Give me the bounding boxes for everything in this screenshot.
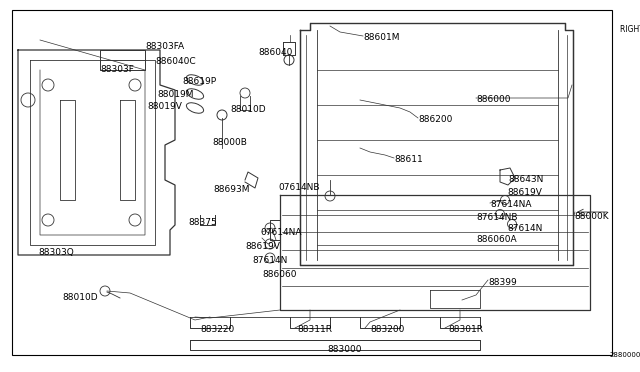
Text: 88000B: 88000B	[212, 138, 247, 147]
Text: 88693M: 88693M	[213, 185, 250, 194]
Text: 87614N: 87614N	[252, 256, 287, 265]
Text: 88019V: 88019V	[147, 102, 182, 111]
Text: 88399: 88399	[488, 278, 516, 287]
Text: 886040: 886040	[258, 48, 292, 57]
Text: 886040C: 886040C	[155, 57, 196, 66]
Text: 07614NA: 07614NA	[260, 228, 301, 237]
Text: 88619V: 88619V	[245, 242, 280, 251]
Text: 883000: 883000	[327, 345, 362, 354]
Text: 88601M: 88601M	[363, 33, 399, 42]
Text: 88303Q: 88303Q	[38, 248, 74, 257]
Text: 88000K: 88000K	[574, 212, 609, 221]
Text: 886000: 886000	[476, 95, 511, 104]
Text: 07614NB: 07614NB	[278, 183, 320, 192]
Text: 88019M: 88019M	[157, 90, 193, 99]
Text: 88643N: 88643N	[508, 175, 543, 184]
Text: 88303F: 88303F	[100, 65, 134, 74]
Text: 88619V: 88619V	[507, 188, 542, 197]
Text: 886200: 886200	[418, 115, 452, 124]
Text: 886060: 886060	[262, 270, 296, 279]
Text: 88301R: 88301R	[448, 325, 483, 334]
Text: 88619P: 88619P	[182, 77, 216, 86]
Text: 88010D: 88010D	[230, 105, 266, 114]
Text: 88010D: 88010D	[62, 293, 98, 302]
Text: 88375: 88375	[188, 218, 217, 227]
Text: 87614NB: 87614NB	[476, 213, 518, 222]
Text: RIGHT HAND ONLY: RIGHT HAND ONLY	[620, 25, 640, 34]
Text: 883200: 883200	[370, 325, 404, 334]
Text: 883220: 883220	[200, 325, 234, 334]
Text: 88311R: 88311R	[297, 325, 332, 334]
Text: 87614N: 87614N	[507, 224, 542, 233]
Text: 88303FA: 88303FA	[145, 42, 184, 51]
Text: 88611: 88611	[394, 155, 423, 164]
Text: 87614NA: 87614NA	[490, 200, 531, 209]
Text: 2880000V: 2880000V	[610, 352, 640, 358]
Text: 886060A: 886060A	[476, 235, 516, 244]
